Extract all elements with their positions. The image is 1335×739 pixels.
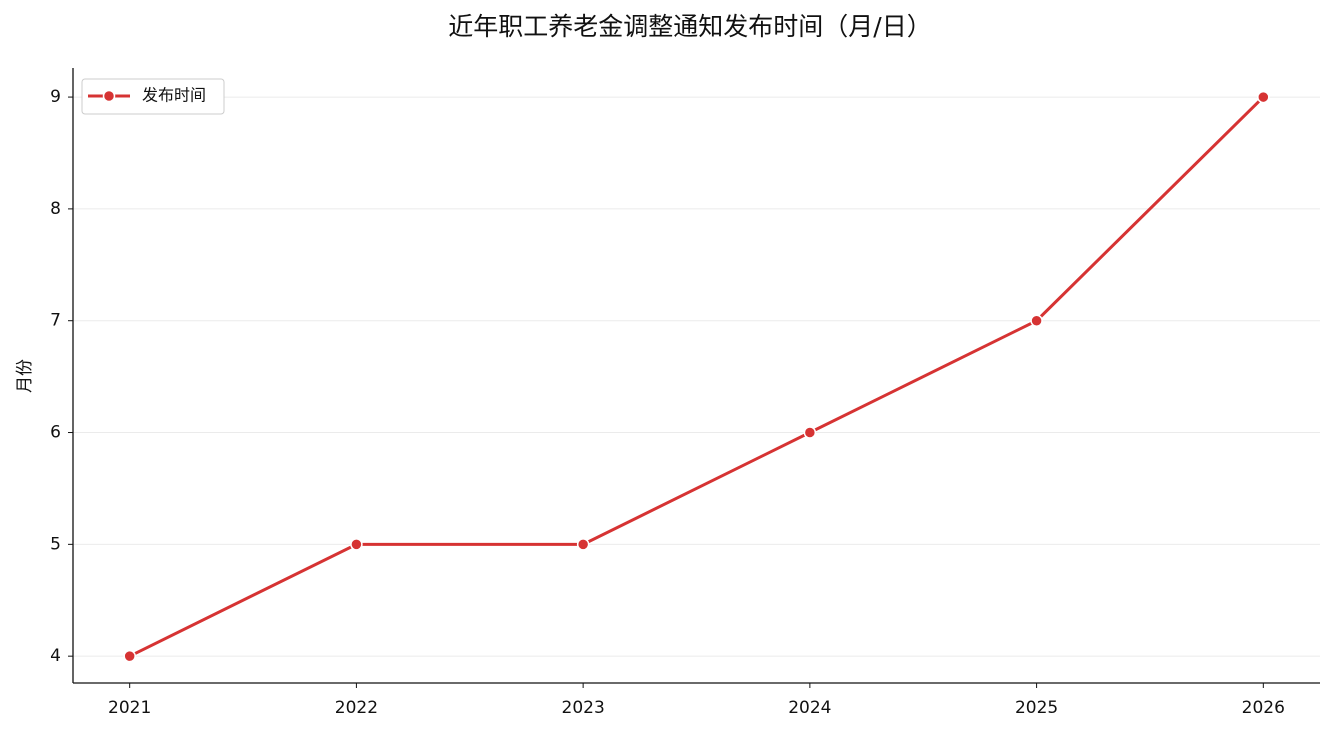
y-tick-label: 8 bbox=[50, 199, 61, 219]
legend-box bbox=[81, 78, 225, 115]
x-tick-label: 2022 bbox=[335, 698, 378, 718]
x-tick-label: 2021 bbox=[108, 698, 151, 718]
x-tick-label: 2023 bbox=[562, 698, 605, 718]
legend-marker bbox=[102, 89, 116, 103]
x-tick-label: 2024 bbox=[788, 698, 831, 718]
y-tick-label: 5 bbox=[50, 534, 61, 554]
chart-title: 近年职工养老金调整通知发布时间（月/日） bbox=[448, 12, 931, 41]
y-axis-label: 月份 bbox=[15, 359, 35, 393]
data-point bbox=[576, 538, 590, 551]
data-point bbox=[1030, 314, 1043, 327]
y-tick-label: 6 bbox=[50, 423, 61, 443]
data-line bbox=[129, 96, 1265, 658]
x-tick-label: 2025 bbox=[1015, 698, 1058, 718]
y-tick-label: 7 bbox=[50, 311, 61, 331]
x-tick-label: 2026 bbox=[1242, 698, 1285, 718]
y-tick-label: 9 bbox=[50, 87, 61, 107]
data-point bbox=[123, 649, 136, 663]
data-point bbox=[803, 426, 817, 439]
y-tick-label: 4 bbox=[50, 646, 61, 666]
legend-label: 发布时间 bbox=[142, 86, 206, 105]
data-point bbox=[1257, 90, 1270, 104]
data-point bbox=[350, 538, 363, 551]
